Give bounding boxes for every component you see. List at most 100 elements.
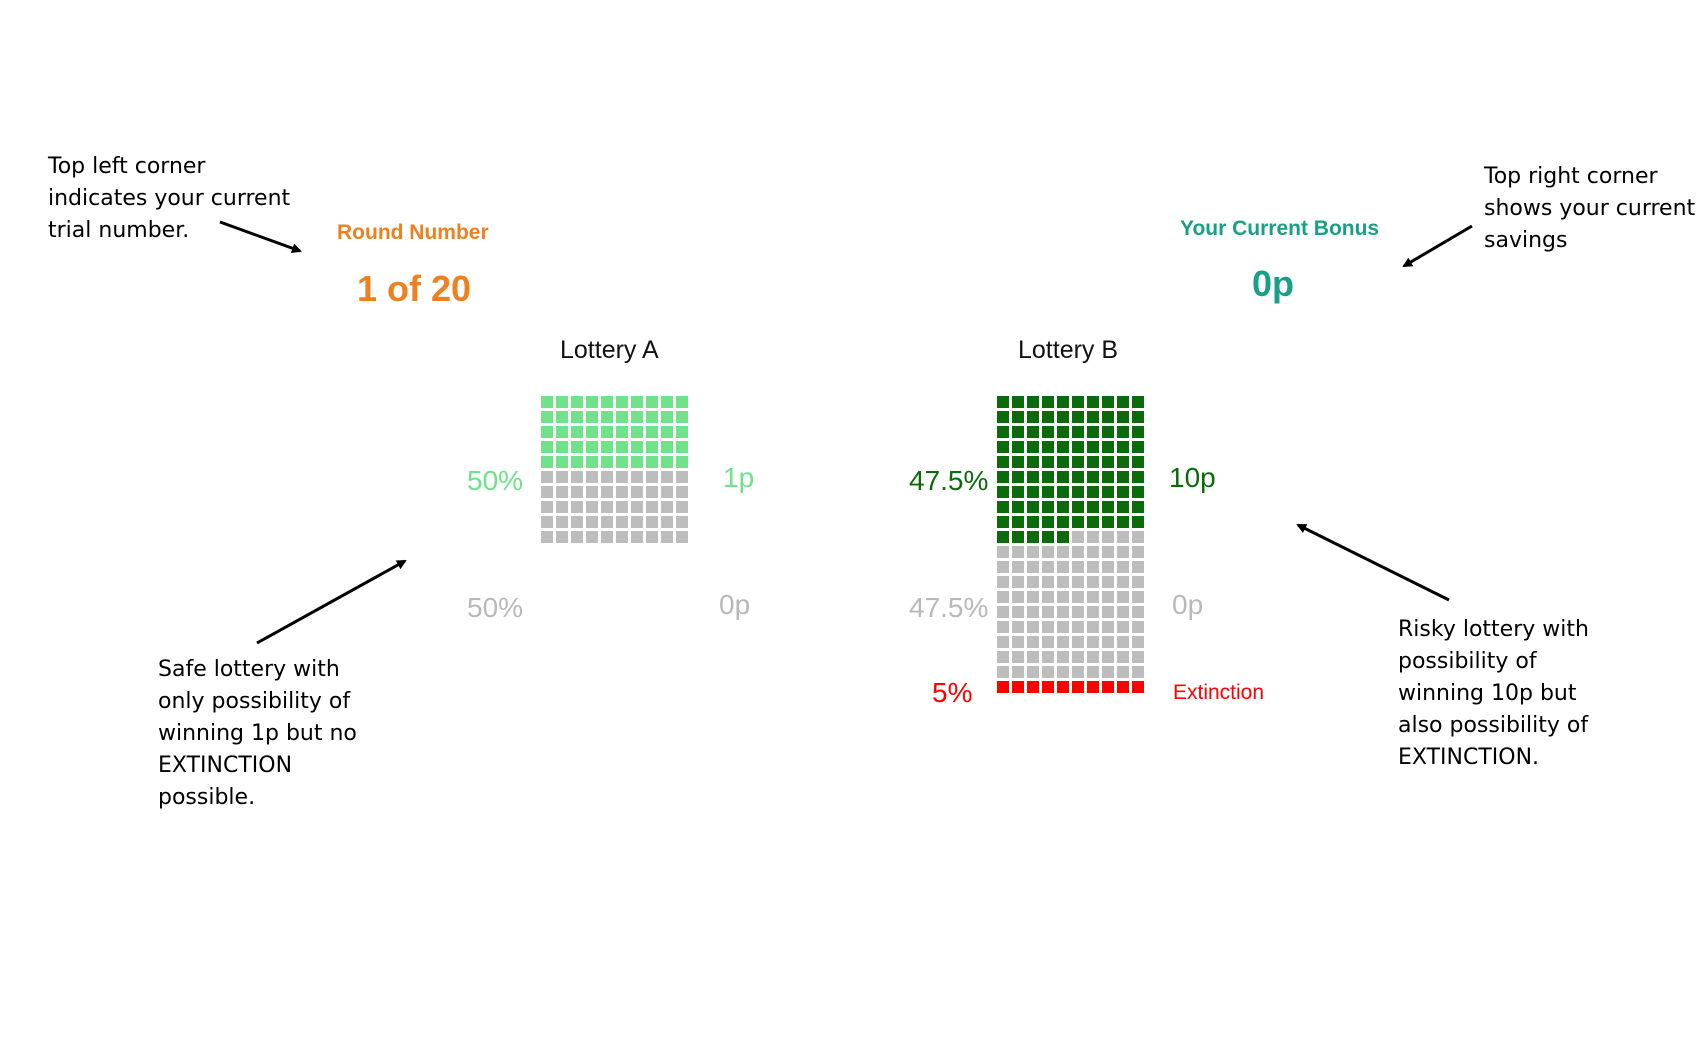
lottery-cell	[586, 516, 598, 528]
lottery-cell	[601, 471, 613, 483]
lottery-cell	[1117, 636, 1129, 648]
lottery-cell	[1072, 576, 1084, 588]
lottery-cell	[1072, 516, 1084, 528]
annotation-line: Safe lottery with	[158, 657, 340, 682]
lottery-cell	[1132, 576, 1144, 588]
lottery-cell	[556, 396, 568, 408]
lottery-cell	[1012, 606, 1024, 618]
lottery-cell	[1042, 531, 1054, 543]
lottery-cell	[1072, 531, 1084, 543]
lottery-cell	[1012, 426, 1024, 438]
lottery-cell	[676, 516, 688, 528]
lottery-b-win-percent: 47.5%	[909, 465, 989, 496]
lottery-b-grid[interactable]	[997, 396, 1144, 693]
lottery-cell	[1042, 681, 1054, 693]
lottery-cell	[1132, 486, 1144, 498]
lottery-cell	[997, 396, 1009, 408]
lottery-cell	[1087, 531, 1099, 543]
lottery-cell	[541, 456, 553, 468]
lottery-cell	[1057, 441, 1069, 453]
lottery-cell	[631, 501, 643, 513]
lottery-cell	[1057, 396, 1069, 408]
lottery-cell	[997, 651, 1009, 663]
lottery-cell	[997, 411, 1009, 423]
lottery-cell	[631, 426, 643, 438]
lottery-cell	[661, 516, 673, 528]
lottery-cell	[1012, 441, 1024, 453]
annotation-line: winning 10p but	[1398, 681, 1577, 706]
lottery-cell	[631, 411, 643, 423]
lottery-cell	[616, 471, 628, 483]
lottery-cell	[1012, 396, 1024, 408]
lottery-cell	[1027, 606, 1039, 618]
lottery-cell	[1087, 486, 1099, 498]
annotation-line: EXTINCTION	[158, 753, 293, 778]
lottery-cell	[616, 501, 628, 513]
lottery-cell	[631, 441, 643, 453]
lottery-cell	[997, 441, 1009, 453]
lottery-cell	[997, 561, 1009, 573]
lottery-a-zero-percent: 50%	[467, 592, 524, 623]
lottery-cell	[646, 411, 658, 423]
lottery-cell	[646, 486, 658, 498]
lottery-cell	[1117, 561, 1129, 573]
annotation-line: shows your current	[1484, 196, 1696, 221]
lottery-cell	[1072, 546, 1084, 558]
lottery-cell	[661, 471, 673, 483]
lottery-cell	[541, 471, 553, 483]
lottery-b-extinction-percent: 5%	[932, 677, 973, 708]
lottery-cell	[997, 426, 1009, 438]
lottery-cell	[1117, 396, 1129, 408]
annotation-line: savings	[1484, 228, 1568, 253]
lottery-cell	[1102, 636, 1114, 648]
lottery-cell	[586, 471, 598, 483]
lottery-cell	[1027, 486, 1039, 498]
lottery-cell	[1132, 501, 1144, 513]
lottery-cell	[1027, 531, 1039, 543]
lottery-cell	[646, 441, 658, 453]
lottery-cell	[1087, 411, 1099, 423]
lottery-cell	[616, 396, 628, 408]
lottery-cell	[1027, 681, 1039, 693]
lottery-cell	[1132, 651, 1144, 663]
lottery-cell	[1012, 471, 1024, 483]
lottery-cell	[1057, 426, 1069, 438]
lottery-cell	[997, 576, 1009, 588]
annotation-risky-lottery: Risky lottery with possibility of winnin…	[1398, 614, 1589, 774]
lottery-cell	[1072, 651, 1084, 663]
lottery-cell	[1072, 681, 1084, 693]
lottery-cell	[1027, 636, 1039, 648]
lottery-cell	[661, 501, 673, 513]
annotation-line: winning 1p but no	[158, 721, 357, 746]
lottery-cell	[661, 486, 673, 498]
lottery-cell	[1087, 681, 1099, 693]
lottery-cell	[1087, 561, 1099, 573]
lottery-cell	[997, 621, 1009, 633]
lottery-cell	[1117, 441, 1129, 453]
lottery-cell	[1132, 621, 1144, 633]
lottery-cell	[556, 411, 568, 423]
lottery-cell	[616, 426, 628, 438]
lottery-cell	[661, 396, 673, 408]
lottery-cell	[586, 396, 598, 408]
lottery-cell	[1117, 666, 1129, 678]
lottery-cell	[586, 426, 598, 438]
lottery-cell	[676, 426, 688, 438]
lottery-cell	[1087, 651, 1099, 663]
lottery-cell	[556, 486, 568, 498]
lottery-a-grid[interactable]	[541, 396, 688, 543]
lottery-cell	[646, 531, 658, 543]
lottery-cell	[1042, 426, 1054, 438]
lottery-cell	[1042, 561, 1054, 573]
lottery-cell	[1087, 471, 1099, 483]
annotation-line: trial number.	[48, 218, 190, 243]
lottery-cell	[1012, 576, 1024, 588]
lottery-cell	[571, 531, 583, 543]
lottery-cell	[541, 396, 553, 408]
lottery-cell	[601, 411, 613, 423]
lottery-cell	[1102, 516, 1114, 528]
lottery-cell	[1027, 441, 1039, 453]
lottery-cell	[1087, 426, 1099, 438]
lottery-cell	[1072, 411, 1084, 423]
lottery-cell	[1042, 486, 1054, 498]
